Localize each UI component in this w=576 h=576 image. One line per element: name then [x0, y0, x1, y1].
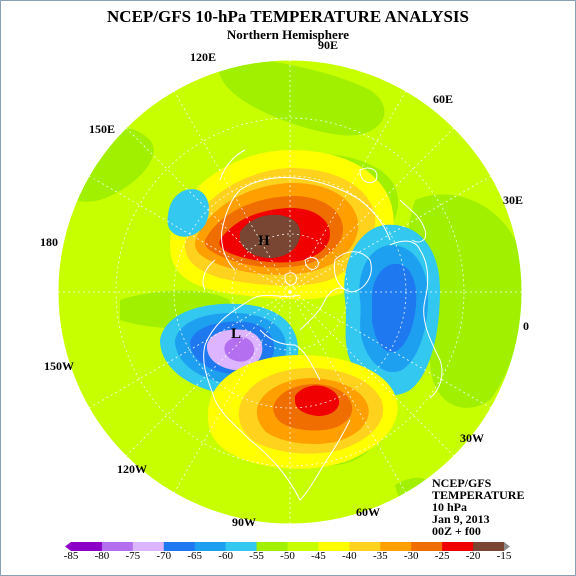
colorbar-swatch	[101, 542, 134, 551]
colorbar-swatch	[163, 542, 196, 551]
colorbar-tick-label: -70	[156, 550, 172, 562]
colorbar-tick-label: -35	[372, 550, 388, 562]
lon-label-60w: 60W	[356, 505, 380, 519]
atlantic-cold-cell	[344, 224, 440, 396]
lon-label-60e: 60E	[433, 92, 454, 106]
map-title: NCEP/GFS 10-hPa TEMPERATURE ANALYSIS	[107, 7, 469, 26]
lon-label-30w: 30W	[460, 431, 484, 445]
lon-label-120w: 120W	[117, 462, 147, 476]
colorbar-tick-label: -75	[125, 550, 141, 562]
lon-label-180: 180	[40, 235, 58, 249]
pacific-cold-spot	[167, 189, 210, 237]
info-variable: TEMPERATURE	[432, 488, 525, 502]
colorbar-end-cap	[504, 542, 510, 551]
colorbar-swatch	[71, 542, 103, 551]
lon-label-90w: 90W	[232, 515, 256, 529]
lon-label-150e: 150E	[89, 122, 116, 136]
colorbar-swatch	[287, 542, 319, 551]
graticule	[58, 60, 522, 524]
colorbar-swatch	[411, 542, 443, 551]
colorbar-tick-label: -15	[496, 550, 512, 562]
colorbar-tick-label: -55	[249, 550, 264, 562]
lon-label-150w: 150W	[44, 359, 74, 373]
colorbar	[65, 542, 510, 551]
info-block: NCEP/GFS TEMPERATURE 10 hPa Jan 9, 2013 …	[432, 477, 524, 537]
colorbar-swatch	[318, 542, 350, 551]
colorbar-swatch	[132, 542, 165, 551]
lon-label-30e: 30E	[503, 193, 524, 207]
east-us-warm-cell	[207, 355, 398, 469]
colorbar-tick-label: -85	[63, 550, 79, 562]
pacific-warm-cell	[170, 150, 394, 300]
colorbar-tick-label: -50	[280, 550, 295, 562]
colorbar-start-cap	[65, 542, 71, 551]
colorbar-tick-label: -30	[403, 550, 419, 562]
info-model: NCEP/GFS	[432, 476, 492, 490]
info-date: Jan 9, 2013	[432, 512, 490, 526]
colorbar-swatch	[256, 542, 288, 551]
map-subtitle: Northern Hemisphere	[226, 27, 350, 42]
lon-label-0: 0	[523, 319, 529, 333]
colorbar-tick-label: -65	[187, 550, 203, 562]
info-level: 10 hPa	[432, 500, 468, 514]
map-boundary	[57, 59, 523, 525]
colorbar-swatch	[442, 542, 474, 551]
colorbar-tick-label: -45	[311, 550, 326, 562]
colorbar-swatch	[380, 542, 412, 551]
colorbar-tick-label: -25	[434, 550, 450, 562]
colorbar-swatch	[225, 542, 258, 551]
colorbar-swatch	[473, 542, 505, 551]
colorbar-tick-label: -80	[94, 550, 110, 562]
colorbar-tick-label: -20	[465, 550, 481, 562]
low-center-label: L	[231, 326, 241, 342]
colorbar-swatch	[194, 542, 227, 551]
lon-label-90e: 90E	[318, 38, 339, 52]
high-center-label: H	[258, 233, 270, 249]
colorbar-tick-label: -40	[342, 550, 357, 562]
info-cycle: 00Z + f00	[432, 524, 481, 538]
lon-label-120e: 120E	[190, 50, 217, 64]
colorbar-tick-label: -60	[218, 550, 233, 562]
colorbar-swatch	[349, 542, 381, 551]
coastlines	[202, 149, 443, 501]
